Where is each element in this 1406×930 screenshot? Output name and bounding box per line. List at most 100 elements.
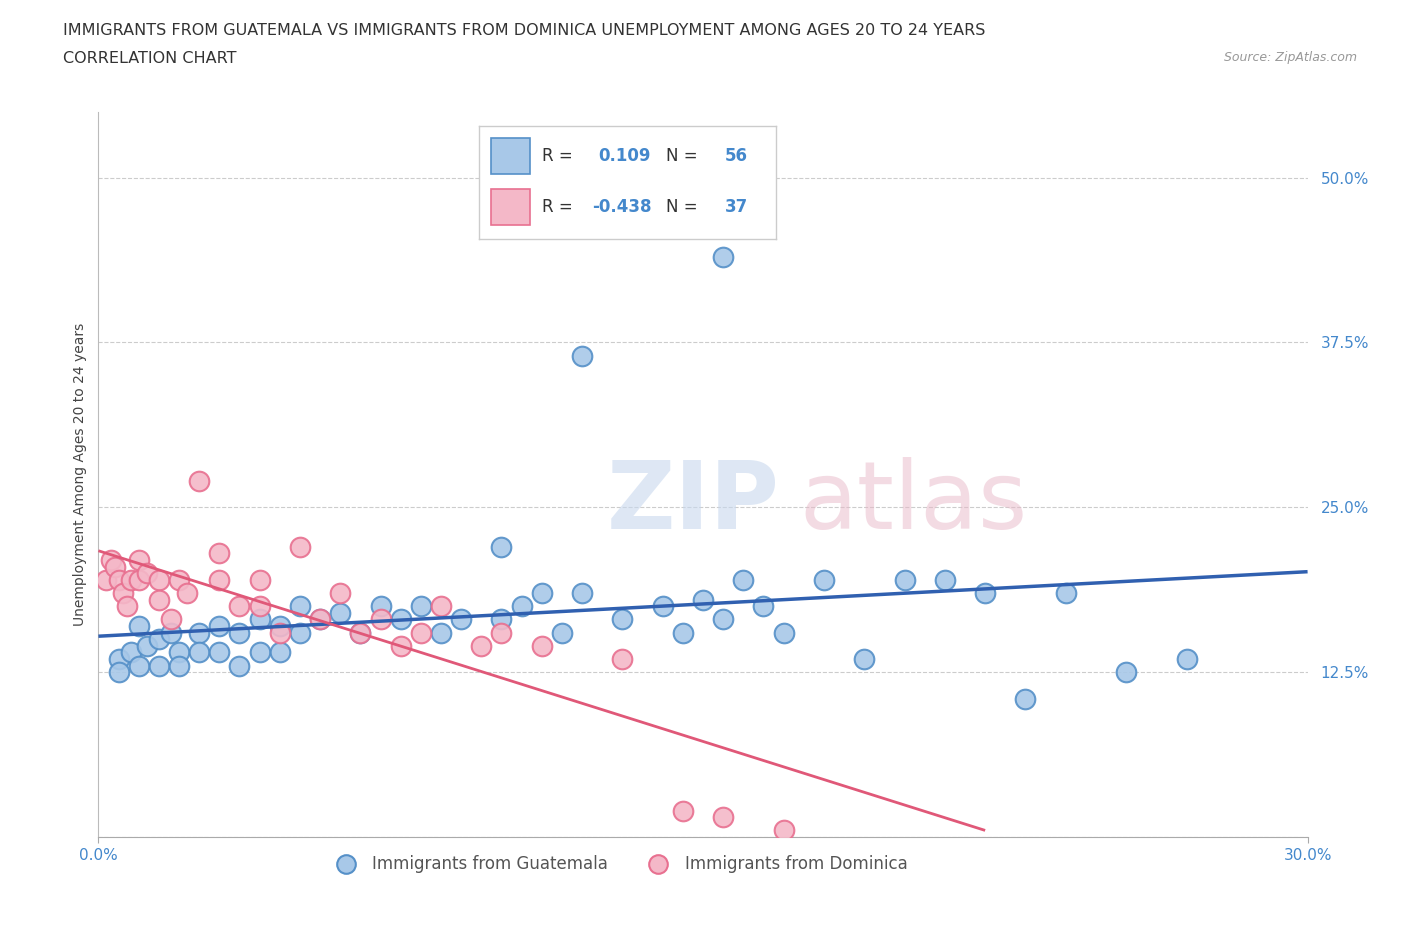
Point xyxy=(120,644,142,659)
Point xyxy=(103,559,125,574)
Point xyxy=(711,810,734,825)
Point xyxy=(329,605,352,620)
Point xyxy=(1054,586,1077,601)
Point xyxy=(135,638,157,653)
Point xyxy=(111,586,134,601)
Point xyxy=(160,612,183,627)
Point xyxy=(107,572,129,587)
Point xyxy=(389,638,412,653)
Point xyxy=(491,625,513,640)
Text: atlas: atlas xyxy=(800,458,1028,550)
Point xyxy=(711,249,734,264)
Point xyxy=(530,638,553,653)
Point xyxy=(1175,652,1198,667)
Text: IMMIGRANTS FROM GUATEMALA VS IMMIGRANTS FROM DOMINICA UNEMPLOYMENT AMONG AGES 20: IMMIGRANTS FROM GUATEMALA VS IMMIGRANTS … xyxy=(63,23,986,38)
Point xyxy=(510,599,533,614)
Text: Source: ZipAtlas.com: Source: ZipAtlas.com xyxy=(1223,51,1357,64)
Point xyxy=(571,348,593,363)
Point xyxy=(409,625,432,640)
Point xyxy=(813,572,835,587)
Point xyxy=(128,618,150,633)
Point xyxy=(288,599,311,614)
Point xyxy=(450,612,472,627)
Point xyxy=(148,658,170,673)
Point xyxy=(120,572,142,587)
Point xyxy=(208,572,231,587)
Point xyxy=(249,612,271,627)
Point xyxy=(530,586,553,601)
Point xyxy=(176,586,198,601)
Point xyxy=(208,618,231,633)
Point xyxy=(269,644,291,659)
Point xyxy=(934,572,956,587)
Point xyxy=(711,612,734,627)
Point xyxy=(188,473,211,488)
Point xyxy=(389,612,412,627)
Point xyxy=(612,612,634,627)
Point xyxy=(208,546,231,561)
Point xyxy=(115,599,138,614)
Point xyxy=(853,652,876,667)
Point xyxy=(148,631,170,646)
Point xyxy=(309,612,332,627)
Y-axis label: Unemployment Among Ages 20 to 24 years: Unemployment Among Ages 20 to 24 years xyxy=(73,323,87,626)
Point xyxy=(733,572,755,587)
Point xyxy=(208,644,231,659)
Point xyxy=(269,625,291,640)
Point xyxy=(188,625,211,640)
Point xyxy=(96,572,118,587)
Point xyxy=(188,644,211,659)
Point xyxy=(167,572,190,587)
Point xyxy=(160,625,183,640)
Text: CORRELATION CHART: CORRELATION CHART xyxy=(63,51,236,66)
Point xyxy=(288,625,311,640)
Point xyxy=(893,572,915,587)
Point xyxy=(370,599,392,614)
Point xyxy=(349,625,371,640)
Point xyxy=(651,599,673,614)
Point xyxy=(409,599,432,614)
Point xyxy=(148,592,170,607)
Point xyxy=(167,644,190,659)
Point xyxy=(249,572,271,587)
Point xyxy=(672,804,695,818)
Point xyxy=(491,612,513,627)
Point xyxy=(430,599,453,614)
Point xyxy=(135,565,157,580)
Point xyxy=(752,599,775,614)
Point xyxy=(107,652,129,667)
Point xyxy=(167,658,190,673)
Point xyxy=(309,612,332,627)
Legend: Immigrants from Guatemala, Immigrants from Dominica: Immigrants from Guatemala, Immigrants fr… xyxy=(322,848,914,880)
Point xyxy=(370,612,392,627)
Point xyxy=(430,625,453,640)
Point xyxy=(249,599,271,614)
Point xyxy=(228,625,250,640)
Point xyxy=(571,586,593,601)
Point xyxy=(128,572,150,587)
Point xyxy=(329,586,352,601)
Point xyxy=(974,586,997,601)
Point xyxy=(288,539,311,554)
Point xyxy=(1014,691,1036,706)
Point xyxy=(128,658,150,673)
Point xyxy=(349,625,371,640)
Point xyxy=(228,599,250,614)
Point xyxy=(100,552,122,567)
Point xyxy=(269,618,291,633)
Point xyxy=(128,552,150,567)
Point xyxy=(1115,665,1137,680)
Point xyxy=(249,644,271,659)
Point xyxy=(772,625,794,640)
Point xyxy=(148,572,170,587)
Point xyxy=(470,638,492,653)
Point xyxy=(772,823,794,838)
Point xyxy=(612,652,634,667)
Text: ZIP: ZIP xyxy=(606,458,779,550)
Point xyxy=(551,625,574,640)
Point xyxy=(692,592,714,607)
Point xyxy=(672,625,695,640)
Point xyxy=(107,665,129,680)
Point xyxy=(228,658,250,673)
Point xyxy=(491,539,513,554)
